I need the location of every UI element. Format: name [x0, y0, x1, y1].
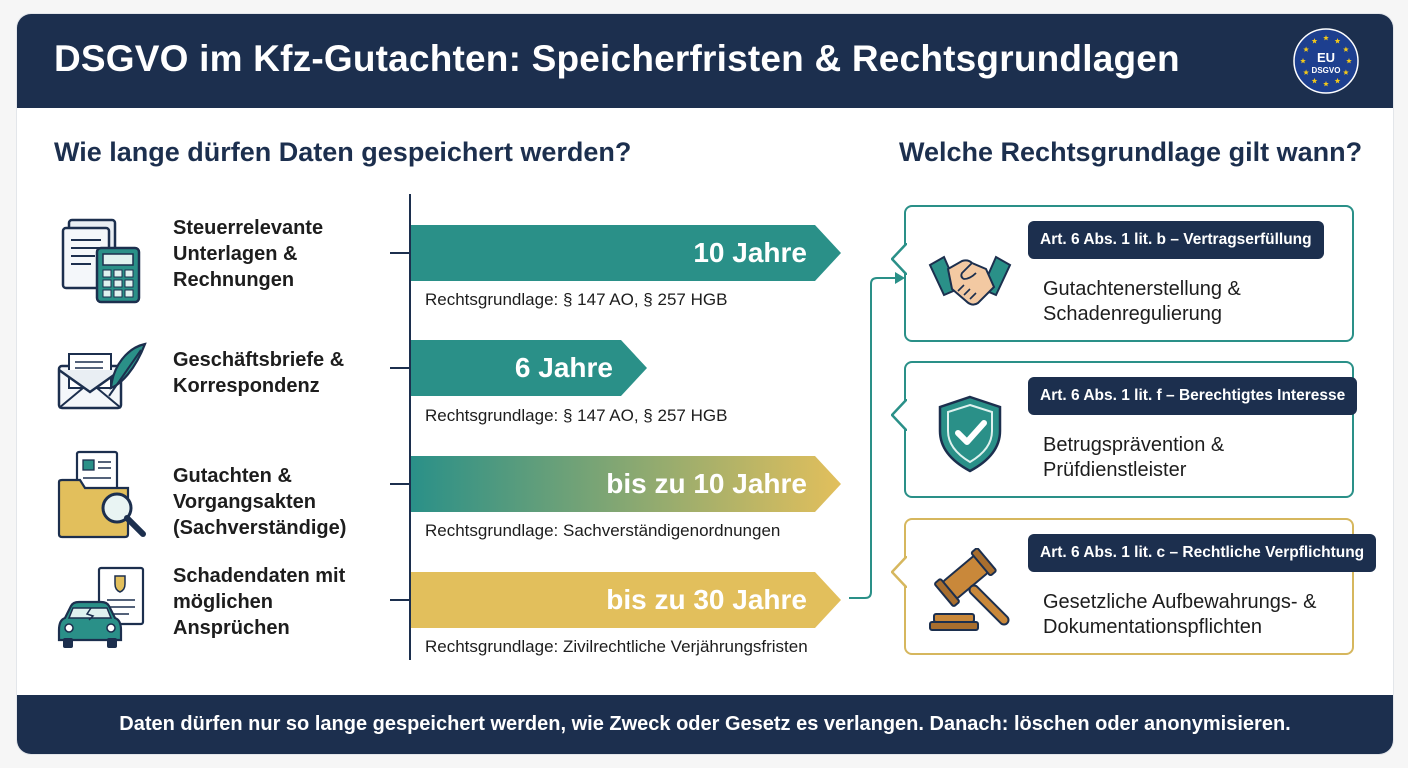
envelope-feather-icon — [57, 342, 147, 410]
timeline-tick — [390, 252, 410, 254]
category-label-claims: Schadendaten mit möglichen Ansprüchen — [173, 565, 346, 639]
legal-basis-section-title: Welche Rechtsgrundlage gilt wann? — [899, 137, 1363, 167]
handshake-icon — [928, 255, 1012, 306]
category-label-reports: Gutachten & Vorgangsakten (Sachverständi… — [173, 465, 347, 539]
eu-star-icon — [1334, 38, 1341, 44]
article-badge: Art. 6 Abs. 1 lit. f – Berechtigtes Inte… — [1028, 377, 1358, 415]
card-pointer — [891, 399, 907, 431]
timeline-axis — [409, 194, 411, 660]
footer-bar: Daten dürfen nur so lange gespeichert we… — [17, 695, 1393, 754]
retention-section-title: Wie lange dürfen Daten gespeichert werde… — [54, 137, 632, 167]
legal-basis-text: Rechtsgrundlage: § 147 AO, § 257 HGB — [425, 290, 728, 309]
legal-basis-card-interest: Art. 6 Abs. 1 lit. f – Berechtigtes Inte… — [891, 361, 1358, 498]
retention-bar-letters: 6 Jahre — [411, 340, 647, 396]
timeline-tick — [390, 599, 410, 601]
legal-basis-card-contract: Art. 6 Abs. 1 lit. b – Vertragserfüllung… — [891, 205, 1354, 342]
eu-star-icon — [1343, 46, 1349, 52]
gavel-icon — [929, 548, 1010, 631]
legal-basis-text: Rechtsgrundlage: § 147 AO, § 257 HGB — [425, 406, 728, 425]
badge-dsgvo-text: DSGVO — [1312, 66, 1341, 75]
legal-basis-text: Rechtsgrundlage: Zivilrechtliche Verjähr… — [425, 637, 808, 656]
card-description: Gesetzliche Aufbewahrungs- & Dokumentati… — [1043, 591, 1317, 638]
eu-star-icon — [1343, 69, 1349, 75]
legal-basis-card-obligation: Art. 6 Abs. 1 lit. c – Rechtliche Verpfl… — [891, 518, 1377, 655]
eu-star-icon — [1323, 81, 1329, 87]
card-pointer — [891, 243, 907, 275]
footer-message: Daten dürfen nur so lange gespeichert we… — [119, 713, 1291, 735]
eu-star-icon — [1303, 69, 1309, 75]
connector-arrow — [849, 272, 905, 599]
eu-star-icon — [1334, 77, 1341, 84]
eu-star-icon — [1311, 77, 1318, 84]
card-description: Gutachtenerstellung & Schadenregulierung — [1043, 278, 1241, 325]
eu-star-icon — [1346, 58, 1352, 64]
infographic-frame: DSGVO im Kfz-Gutachten: Speicherfristen … — [17, 14, 1393, 754]
timeline-tick — [390, 367, 410, 369]
car-damage-document-icon — [57, 566, 145, 648]
article-badge: Art. 6 Abs. 1 lit. b – Vertragserfüllung — [1028, 221, 1324, 259]
article-badge: Art. 6 Abs. 1 lit. c – Rechtliche Verpfl… — [1028, 534, 1377, 572]
retention-period-label: bis zu 10 Jahre — [606, 468, 807, 499]
retention-bar-tax: 10 Jahre — [411, 225, 841, 281]
legal-basis-text: Rechtsgrundlage: Sachverständigenordnung… — [425, 521, 781, 540]
timeline-tick — [390, 483, 410, 485]
eu-star-icon — [1311, 38, 1318, 44]
card-pointer — [891, 556, 907, 588]
retention-period-label: 6 Jahre — [514, 352, 613, 383]
card-description: Betrugsprävention & Prüfdienstleister — [1043, 434, 1225, 481]
retention-period-label: bis zu 30 Jahre — [606, 584, 807, 615]
badge-eu-text: EU — [1317, 50, 1335, 65]
eu-dsgvo-badge-icon: EU DSGVO — [1293, 28, 1359, 94]
eu-star-icon — [1300, 58, 1306, 64]
eu-star-icon — [1323, 35, 1329, 41]
retention-bar-claims: bis zu 30 Jahre — [411, 572, 841, 628]
category-label-tax: Steuerrelevante Unterlagen & Rechnungen — [173, 217, 324, 291]
header-bar: DSGVO im Kfz-Gutachten: Speicherfristen … — [17, 14, 1393, 108]
eu-star-icon — [1303, 46, 1309, 52]
category-label-letters: Geschäftsbriefe & Korrespondenz — [173, 349, 345, 397]
retention-period-label: 10 Jahre — [693, 237, 807, 268]
documents-calculator-icon — [61, 218, 141, 304]
folder-magnifier-icon — [57, 450, 146, 539]
retention-bar-reports: bis zu 10 Jahre — [411, 456, 841, 512]
page-title: DSGVO im Kfz-Gutachten: Speicherfristen … — [54, 38, 1180, 79]
shield-check-icon — [938, 395, 1002, 473]
